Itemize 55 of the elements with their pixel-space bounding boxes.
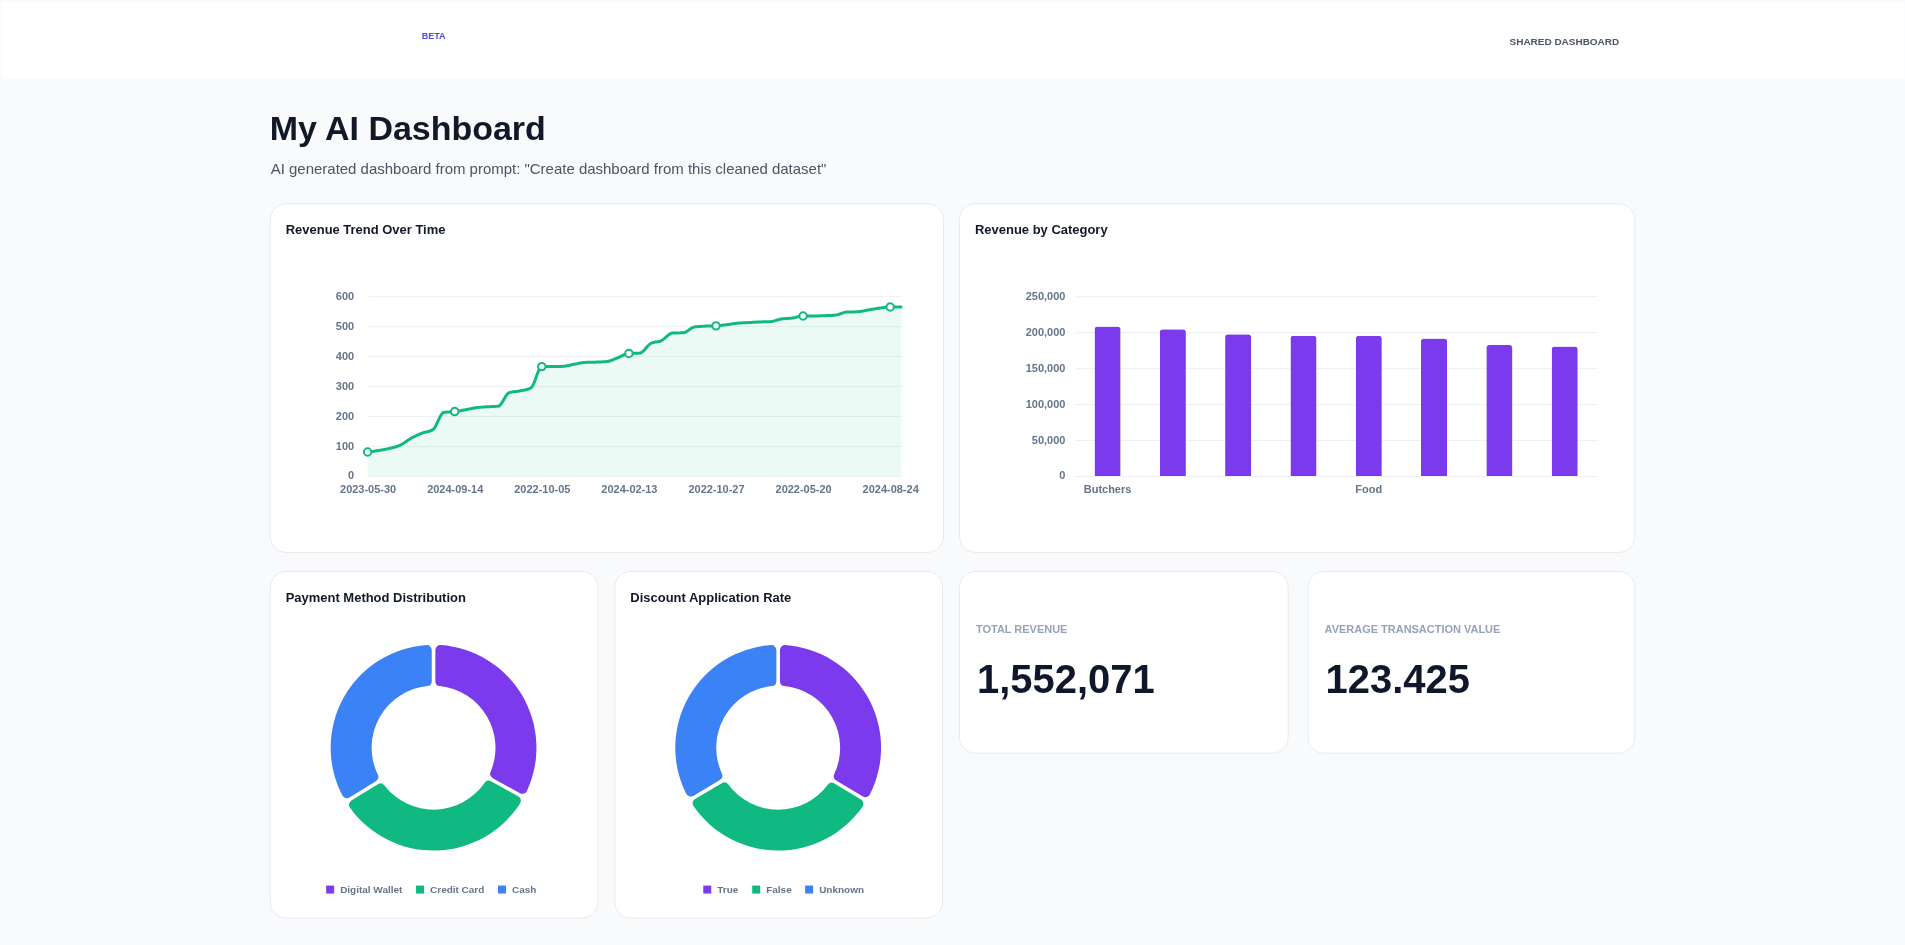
y-tick-label: 0 [348, 469, 355, 482]
x-tick-label: 2023-05-30 [340, 483, 397, 496]
point [711, 321, 721, 331]
x-tick-label: Food [1355, 483, 1383, 496]
point [362, 447, 373, 457]
text: 123.425 [1325, 656, 1470, 701]
y-tick-label: 600 [335, 289, 355, 302]
x-tick-label: 2022-05-20 [775, 483, 832, 496]
legend-label: Cash [511, 883, 537, 895]
y-tick-label: 400 [335, 349, 355, 362]
y-tick-label: 50,000 [1031, 433, 1066, 446]
text: SHARED DASHBOARD [1509, 36, 1620, 48]
text: 1,552,071 [976, 656, 1155, 701]
bar [1225, 334, 1252, 476]
x-tick-label: 2024-09-14 [427, 483, 485, 496]
y-tick-label: 500 [335, 319, 355, 332]
x-tick-label: 2022-10-05 [514, 483, 571, 496]
point [885, 302, 895, 312]
y-tick-label: 100 [335, 439, 355, 452]
bar [1355, 335, 1382, 476]
text: BETA [421, 31, 446, 42]
legend-label: False [766, 883, 793, 895]
y-tick-label: 0 [1059, 469, 1066, 482]
bar [1094, 326, 1121, 476]
text: TOTAL REVENUE [975, 622, 1068, 635]
bar [1421, 338, 1448, 476]
x-tick-label: Butchers [1083, 483, 1132, 496]
bar [1159, 329, 1186, 476]
bar [1551, 346, 1578, 476]
x-tick-label: 2024-08-24 [862, 483, 920, 496]
bar [1290, 335, 1317, 476]
chart-title: Discount Application Rate [630, 589, 792, 605]
y-tick-label: 150,000 [1025, 361, 1066, 374]
y-tick-label: 200,000 [1025, 325, 1066, 338]
x-tick-label: 2022-10-27 [688, 483, 745, 496]
chart-title: Revenue by Category [974, 222, 1109, 238]
bar [1486, 345, 1513, 476]
y-tick-label: 300 [335, 379, 355, 392]
point [798, 311, 808, 321]
chart-title: Revenue Trend Over Time [285, 222, 446, 238]
text: AI generated dashboard from prompt: "Create dashboard from this cleaned dataset" [270, 160, 827, 178]
y-tick-label: 100,000 [1025, 397, 1066, 410]
text: AVERAGE TRANSACTION VALUE [1324, 622, 1501, 635]
y-tick-label: 200 [335, 409, 355, 422]
point [450, 406, 460, 417]
legend-label: True [717, 883, 739, 895]
x-tick-label: 2024-02-13 [601, 483, 658, 496]
chart-title: Payment Method Distribution [285, 589, 466, 605]
y-tick-label: 250,000 [1025, 289, 1066, 302]
point [624, 348, 634, 359]
legend-label: Credit Card [430, 883, 485, 895]
legend-label: Digital Wallet [340, 883, 404, 895]
point [537, 361, 547, 372]
legend-label: Unknown [819, 883, 864, 895]
text: My AI Dashboard [269, 109, 546, 148]
